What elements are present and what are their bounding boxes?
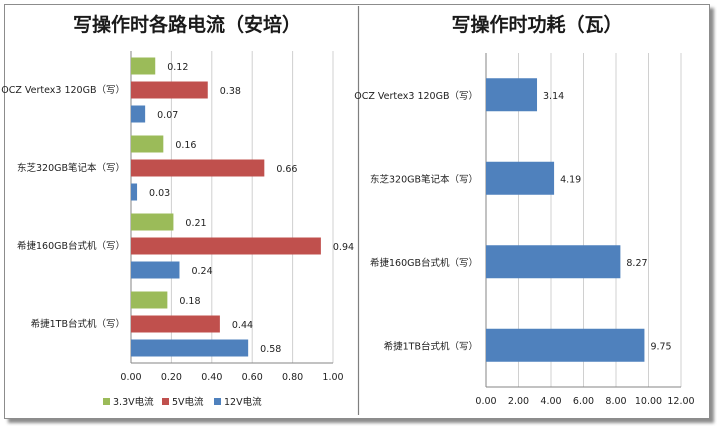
x-tick-label: 8.00	[605, 396, 626, 407]
category-label: 希捷160GB台式机（写）	[17, 240, 125, 252]
bar-12v	[131, 105, 146, 123]
category-label: OCZ Vertex3 120GB（写）	[1, 84, 125, 96]
data-label: 0.16	[175, 140, 196, 151]
data-label: 8.27	[626, 258, 647, 269]
x-tick-label: 2.00	[508, 396, 529, 407]
bar-3v3	[131, 57, 156, 75]
x-tick-label: 12.00	[667, 396, 694, 407]
x-tick-label: 1.00	[322, 372, 343, 383]
x-tick-label: 0.60	[242, 372, 263, 383]
bar-5v	[131, 237, 321, 255]
data-label: 0.44	[232, 320, 253, 331]
x-tick-label: 0.20	[161, 372, 182, 383]
legend-label-3v3: 3.3V电流	[113, 396, 154, 408]
power-bar	[486, 328, 645, 362]
data-label: 0.58	[260, 344, 281, 355]
power-bar	[486, 245, 621, 279]
category-label: 希捷160GB台式机（写）	[370, 257, 478, 269]
category-label: 东芝320GB笔记本（写）	[17, 162, 125, 174]
data-label: 0.07	[157, 110, 178, 121]
power-chart-x-ticks: 0.00 2.00 4.00 6.00 8.00 10.00 12.00	[475, 396, 694, 407]
x-tick-label: 6.00	[573, 396, 594, 407]
current-chart-x-ticks: 0.00 0.20 0.40 0.60 0.80 1.00	[120, 372, 343, 383]
category-label: 东芝320GB笔记本（写）	[370, 173, 478, 185]
data-label: 0.12	[167, 62, 188, 73]
data-label: 9.75	[650, 341, 671, 352]
bar-3v3	[131, 291, 168, 309]
data-label: 0.03	[149, 188, 170, 199]
power-bar	[486, 78, 538, 112]
x-tick-label: 0.00	[475, 396, 496, 407]
current-chart-bars: 0.12 0.38 0.07 0.16 0.66 0.03 0.21 0.94 0.24 0.18…	[131, 57, 354, 357]
current-chart-title: 写操作时各路电流（安培）	[73, 13, 301, 36]
bar-3v3	[131, 135, 164, 153]
legend-swatch-5v	[162, 398, 169, 405]
data-label: 4.19	[560, 174, 581, 185]
current-chart-legend: 3.3V电流 5V电流 12V电流	[103, 396, 262, 408]
bar-5v	[131, 315, 220, 333]
legend-swatch-12v	[214, 398, 221, 405]
power-chart-bars: 3.14 4.19 8.27 9.75	[486, 78, 672, 362]
data-label: 0.18	[179, 296, 200, 307]
data-label: 3.14	[543, 91, 564, 102]
bar-12v	[131, 339, 249, 357]
current-chart: 写操作时各路电流（安培） 0.12 0.38 0.07 0.16 0.66 0.03 0.2…	[1, 13, 354, 408]
current-chart-category-labels: OCZ Vertex3 120GB（写） 东芝320GB笔记本（写） 希捷160GB…	[1, 84, 125, 330]
legend-label-5v: 5V电流	[172, 396, 204, 408]
x-tick-label: 0.00	[120, 372, 141, 383]
x-tick-label: 10.00	[635, 396, 662, 407]
data-label: 0.66	[276, 164, 297, 175]
data-label: 0.94	[333, 242, 354, 253]
power-bar	[486, 161, 555, 195]
power-chart: 写操作时功耗（瓦） 3.14 4.19 8.27 9.75 OCZ Vertex3 1…	[354, 13, 694, 407]
category-label: 希捷1TB台式机（写）	[384, 340, 478, 352]
data-label: 0.24	[191, 266, 212, 277]
bar-12v	[131, 261, 180, 279]
power-chart-title: 写操作时功耗（瓦）	[451, 13, 622, 36]
bar-5v	[131, 159, 265, 177]
bar-5v	[131, 81, 208, 99]
legend-swatch-3v3	[103, 398, 110, 405]
bar-3v3	[131, 213, 174, 231]
data-label: 0.38	[220, 86, 241, 97]
category-label: OCZ Vertex3 120GB（写）	[354, 90, 478, 102]
x-tick-label: 0.40	[201, 372, 222, 383]
category-label: 希捷1TB台式机（写）	[31, 318, 125, 330]
current-chart-gridlines	[130, 51, 334, 364]
bar-12v	[131, 183, 138, 201]
power-chart-category-labels: OCZ Vertex3 120GB（写） 东芝320GB笔记本（写） 希捷160GB…	[354, 90, 478, 353]
x-tick-label: 4.00	[540, 396, 561, 407]
legend-label-12v: 12V电流	[224, 396, 262, 408]
x-tick-label: 0.80	[282, 372, 303, 383]
data-label: 0.21	[185, 218, 206, 229]
